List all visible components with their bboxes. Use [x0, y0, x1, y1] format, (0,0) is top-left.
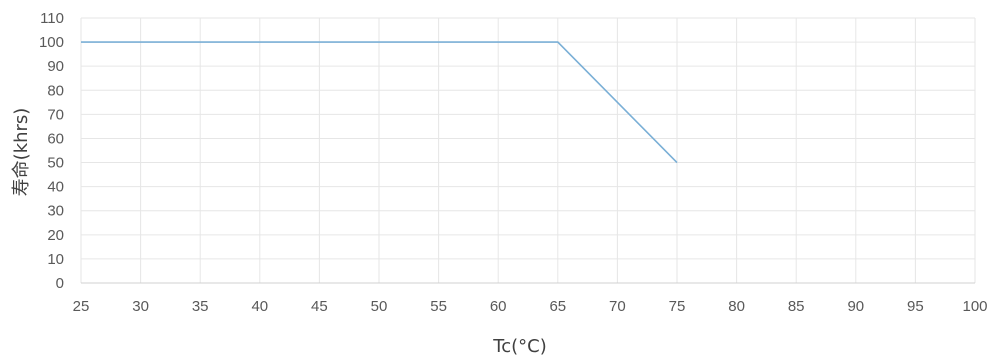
x-tick-label: 40: [251, 298, 268, 315]
y-tick-label: 0: [56, 275, 64, 292]
x-tick-label: 80: [728, 298, 745, 315]
y-tick-label: 70: [47, 106, 64, 123]
y-tick-label: 40: [47, 179, 64, 196]
x-tick-label: 60: [490, 298, 507, 315]
x-tick-label: 95: [907, 298, 924, 315]
x-tick-label: 30: [132, 298, 149, 315]
x-tick-label: 70: [609, 298, 626, 315]
x-tick-label: 75: [669, 298, 686, 315]
y-tick-label: 50: [47, 155, 64, 172]
y-tick-label: 100: [39, 34, 64, 51]
y-tick-label: 90: [47, 58, 64, 75]
x-axis-title: Tc(°C): [492, 336, 546, 357]
x-tick-label: 35: [192, 298, 209, 315]
x-tick-label: 50: [371, 298, 388, 315]
x-tick-label: 55: [430, 298, 447, 315]
y-tick-label: 20: [47, 227, 64, 244]
y-tick-label: 10: [47, 251, 64, 268]
x-tick-label: 90: [847, 298, 864, 315]
y-axis-title: 寿命(khrs): [11, 108, 32, 197]
x-tick-label: 25: [73, 298, 90, 315]
y-tick-label: 60: [47, 130, 64, 147]
series-layer: [80, 41, 678, 164]
x-tick-label: 100: [962, 298, 987, 315]
y-axis-ticks: 0 10 20 30 40 50 60 70 80 90 100 110: [39, 10, 64, 292]
x-tick-label: 85: [788, 298, 805, 315]
y-tick-label: 30: [47, 203, 64, 220]
x-tick-label: 65: [549, 298, 566, 315]
grid-lines: [80, 17, 976, 284]
y-tick-label: 110: [40, 10, 64, 27]
y-tick-label: 80: [47, 82, 64, 99]
x-axis-ticks: 25 30 35 40 45 50 55 60 65 70 75 80 85 90 95 100: [73, 298, 988, 315]
x-tick-label: 45: [311, 298, 328, 315]
